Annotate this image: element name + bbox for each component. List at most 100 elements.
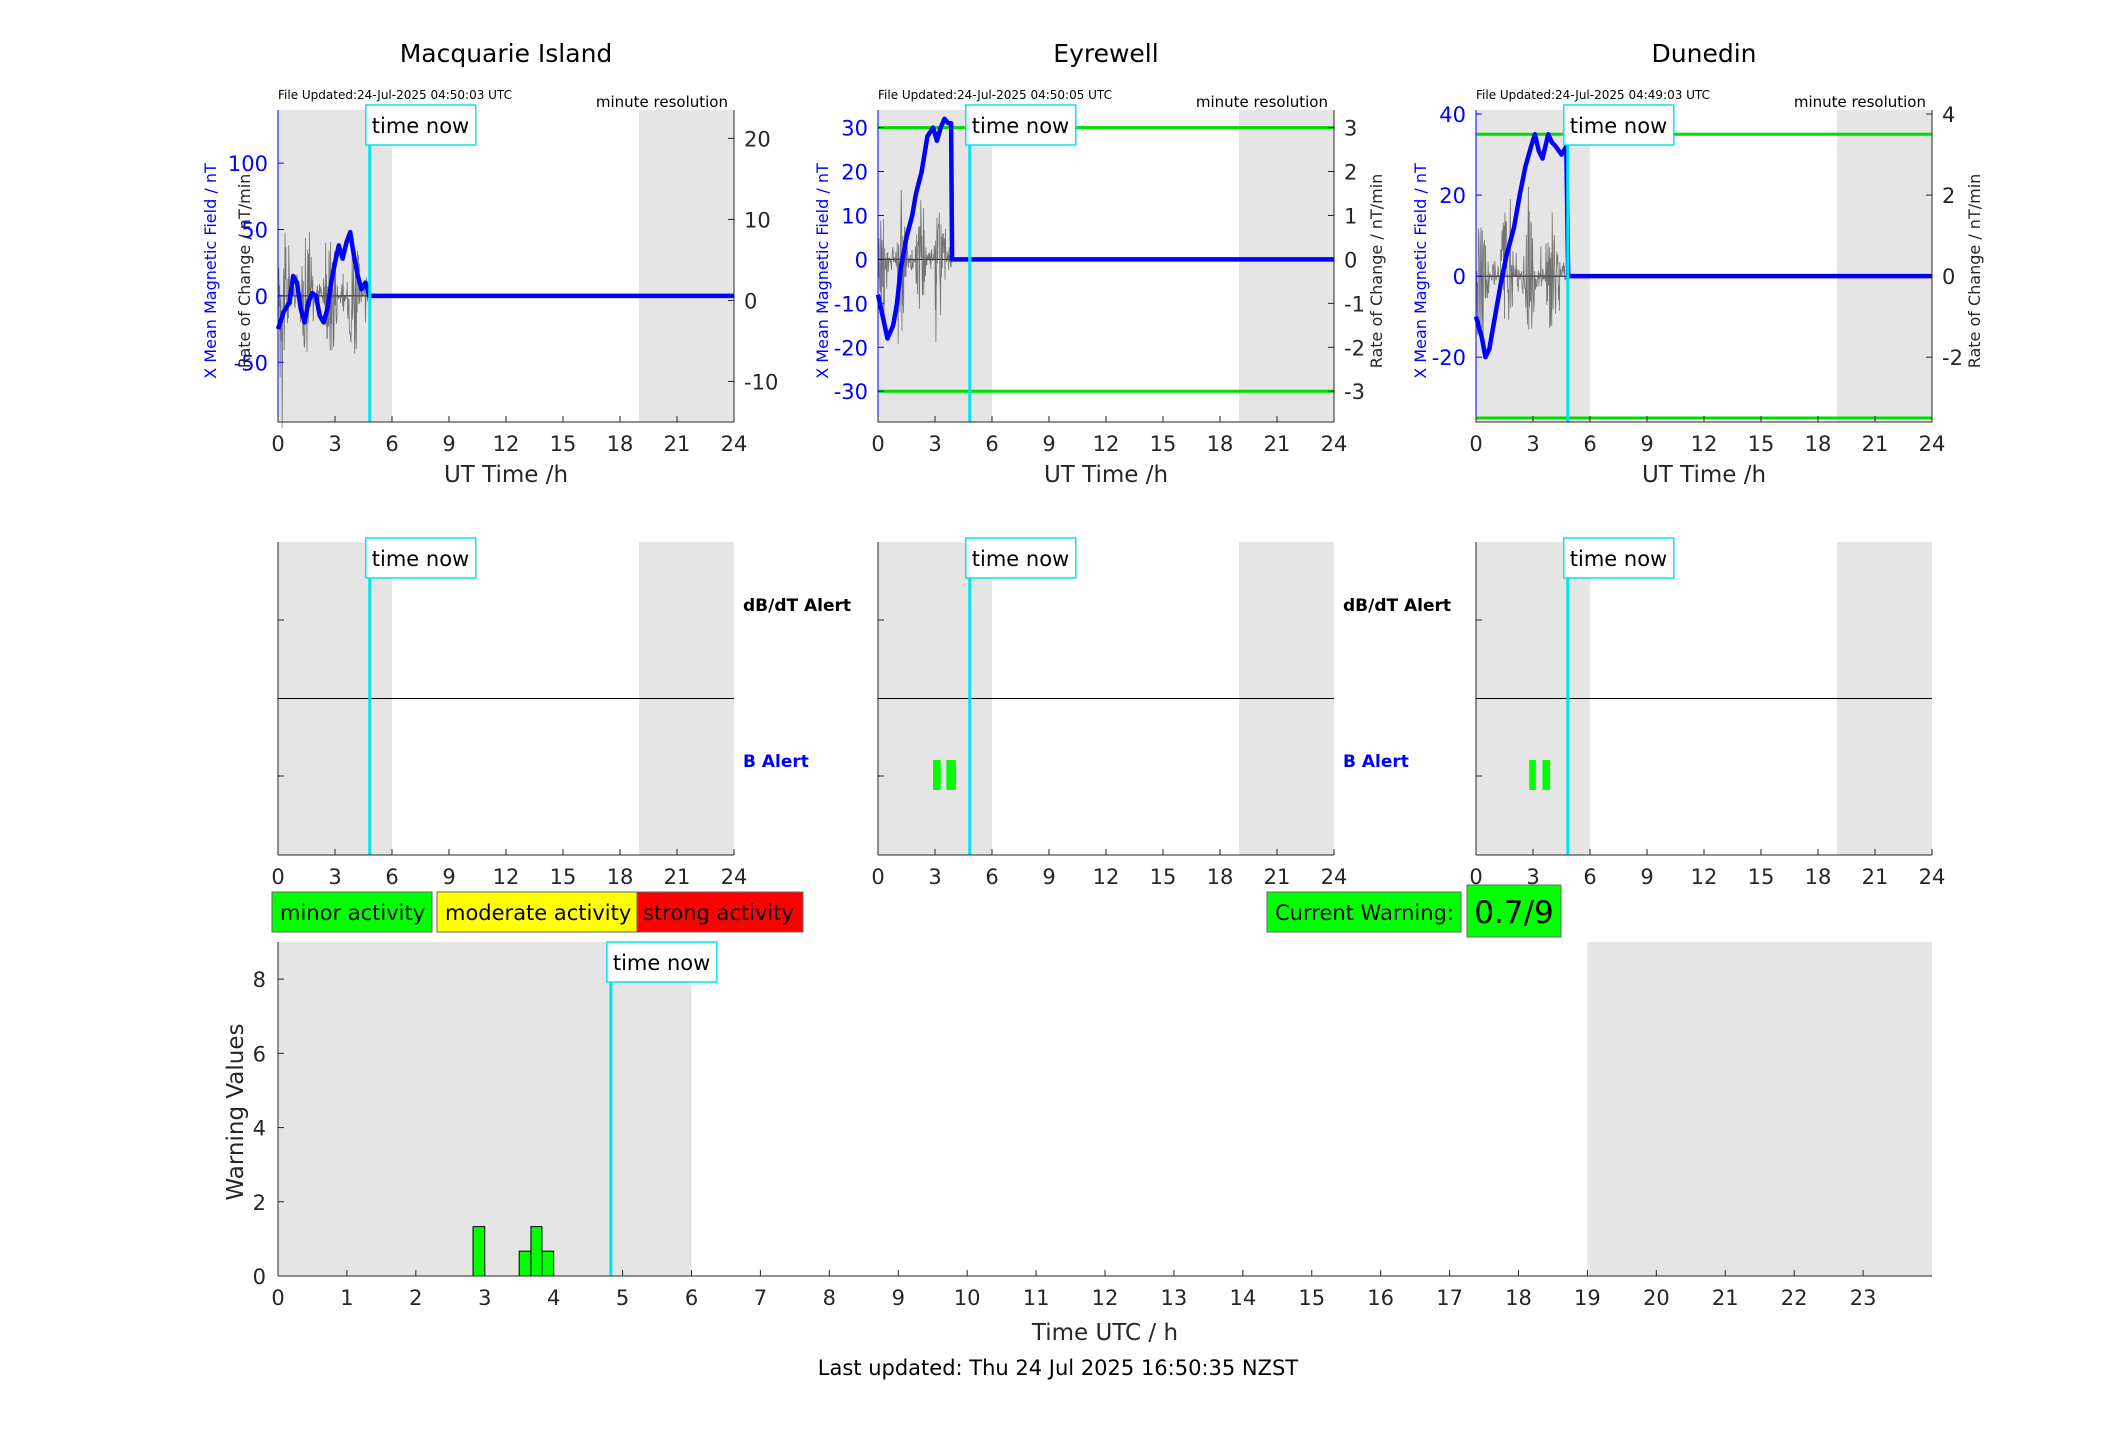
legend-strong-label: strong activity xyxy=(643,901,794,925)
y-right-tick-label: -2 xyxy=(1942,346,1963,370)
x-tick-label: 18 xyxy=(1207,865,1234,889)
night-shading xyxy=(1239,110,1334,422)
file-updated: File Updated:24-Jul-2025 04:49:03 UTC xyxy=(1476,88,1710,102)
file-updated: File Updated:24-Jul-2025 04:50:03 UTC xyxy=(278,88,512,102)
legend-strong-swatch xyxy=(636,891,804,933)
x-tick-label: 12 xyxy=(493,865,520,889)
y-left-tick-label: 20 xyxy=(841,161,868,185)
y-left-tick-label: 10 xyxy=(841,204,868,228)
station-panel-2: Eyrewell File Updated:24-Jul-2025 04:50:0… xyxy=(813,39,1386,488)
y-right-tick-label: -1 xyxy=(1344,292,1365,316)
station-title: Dunedin xyxy=(1652,39,1757,68)
y-right-tick-label: 0 xyxy=(1942,265,1955,289)
x-tick-label: 9 xyxy=(1042,865,1055,889)
time-now-box xyxy=(965,104,1077,146)
y-left-tick-label: -30 xyxy=(834,380,868,404)
x-tick-label: 6 xyxy=(985,865,998,889)
resolution-label: minute resolution xyxy=(1196,93,1328,111)
x-tick-label: 21 xyxy=(1264,865,1291,889)
x-tick-label: 0 xyxy=(271,865,284,889)
x-tick-label: 16 xyxy=(1367,1286,1394,1310)
current-warning-value-box xyxy=(1466,884,1562,938)
time-now-box xyxy=(606,941,718,983)
x-tick-label: 7 xyxy=(754,1286,767,1310)
night-shading xyxy=(278,942,692,1276)
x-tick-label: 18 xyxy=(1805,865,1832,889)
time-now-box xyxy=(1563,537,1675,579)
x-tick-label: 18 xyxy=(607,865,634,889)
x-tick-label: 18 xyxy=(1505,1286,1532,1310)
x-tick-label: 17 xyxy=(1436,1286,1463,1310)
x-axis-label: UT Time /h xyxy=(1642,462,1766,488)
x-tick-label: 10 xyxy=(954,1286,981,1310)
y-right-tick-label: 0 xyxy=(744,289,757,313)
b-alert-bar xyxy=(933,760,941,790)
x-tick-label: 6 xyxy=(685,1286,698,1310)
x-tick-label: 6 xyxy=(985,432,998,456)
warning-bar xyxy=(472,1226,486,1277)
x-tick-label: 3 xyxy=(328,432,341,456)
x-tick-label: 6 xyxy=(1583,432,1596,456)
y-right-axis-label: Rate of Change / nT/min xyxy=(235,174,254,369)
legend-minor-swatch xyxy=(271,891,433,933)
y-left-tick-label: 30 xyxy=(841,117,868,141)
rate-of-change-trace xyxy=(877,189,953,344)
x-tick-label: 1 xyxy=(340,1286,353,1310)
x-tick-label: 0 xyxy=(871,865,884,889)
x-tick-label: 6 xyxy=(385,432,398,456)
x-tick-label: 2 xyxy=(409,1286,422,1310)
station-panel-3: Dunedin File Updated:24-Jul-2025 04:49:03… xyxy=(1411,39,1984,488)
x-tick-label: 0 xyxy=(271,432,284,456)
x-tick-label: 9 xyxy=(1640,865,1653,889)
warning-bar xyxy=(518,1250,532,1277)
x-field-series xyxy=(275,229,734,330)
x-tick-label: 6 xyxy=(385,865,398,889)
x-tick-label: 20 xyxy=(1643,1286,1670,1310)
y-left-tick-label: 0 xyxy=(255,285,268,309)
y-left-tick-label: -20 xyxy=(1432,346,1466,370)
y-left-tick-label: 40 xyxy=(1439,103,1466,127)
time-now-box xyxy=(365,537,477,579)
chart-layer: Macquarie Island File Updated:24-Jul-2025… xyxy=(201,39,1984,1346)
y-tick-label: 2 xyxy=(253,1191,266,1215)
activity-legend: minor activity moderate activity strong … xyxy=(271,891,804,933)
x-tick-label: 9 xyxy=(892,1286,905,1310)
x-tick-label: 23 xyxy=(1850,1286,1877,1310)
y-left-tick-label: 100 xyxy=(228,152,268,176)
time-now-label: time now xyxy=(972,114,1069,138)
dbdt-alert-label: dB/dT Alert xyxy=(1343,596,1451,616)
y-left-tick-label: -20 xyxy=(834,336,868,360)
current-warning: Current Warning: 0.7/9 xyxy=(1266,884,1562,938)
y-right-tick-label: 10 xyxy=(744,208,771,232)
x-tick-label: 9 xyxy=(1640,432,1653,456)
y-left-tick-label: 20 xyxy=(1439,184,1466,208)
y-right-tick-label: -10 xyxy=(744,370,778,394)
x-tick-label: 0 xyxy=(1469,865,1482,889)
x-tick-label: 21 xyxy=(1264,432,1291,456)
x-tick-label: 3 xyxy=(928,865,941,889)
alert-panel-3: time now 0 3 6 9 12 15 18 21 24 xyxy=(1469,537,1946,889)
x-tick-label: 18 xyxy=(607,432,634,456)
legend-moderate-swatch xyxy=(436,891,639,933)
x-tick-label: 3 xyxy=(478,1286,491,1310)
y-left-tick-label: 0 xyxy=(855,248,868,272)
x-tick-label: 24 xyxy=(1919,865,1946,889)
x-tick-label: 13 xyxy=(1161,1286,1188,1310)
x-tick-label: 21 xyxy=(664,865,691,889)
x-tick-label: 21 xyxy=(664,432,691,456)
y-right-tick-label: -2 xyxy=(1344,336,1365,360)
time-now-label: time now xyxy=(372,547,469,571)
y-axis-label: Warning Values xyxy=(223,1023,249,1200)
y-right-tick-label: -3 xyxy=(1344,380,1365,404)
x-tick-label: 24 xyxy=(1321,432,1348,456)
y-left-axis-label: X Mean Magnetic Field / nT xyxy=(201,163,220,379)
y-right-tick-label: 1 xyxy=(1344,204,1357,228)
x-field-series xyxy=(875,116,1334,341)
x-tick-label: 0 xyxy=(271,1286,284,1310)
y-left-tick-label: -50 xyxy=(234,351,268,375)
x-tick-label: 0 xyxy=(871,432,884,456)
x-tick-label: 6 xyxy=(1583,865,1596,889)
x-tick-label: 9 xyxy=(1042,432,1055,456)
y-tick-label: 0 xyxy=(253,1265,266,1289)
